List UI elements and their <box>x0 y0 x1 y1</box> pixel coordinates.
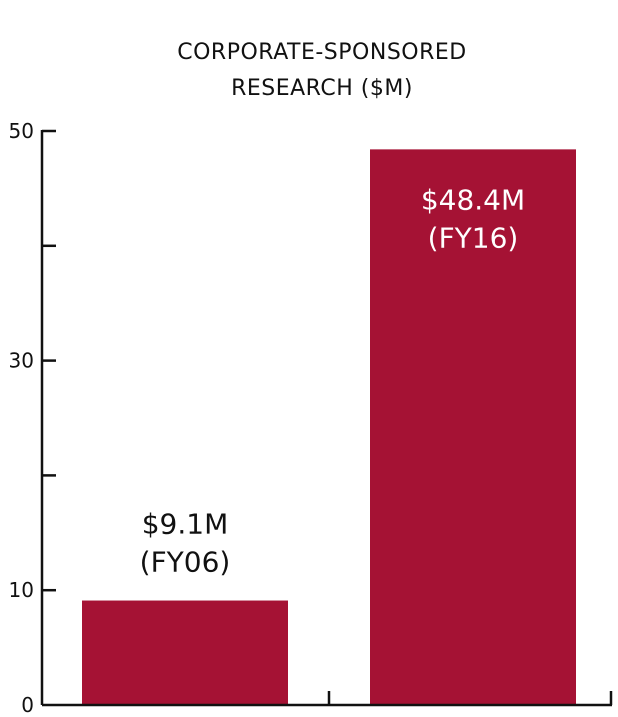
data-label-year: (FY16) <box>428 221 519 254</box>
y-tick-label: 50 <box>9 119 34 143</box>
data-label-value: $9.1M <box>142 508 229 541</box>
y-tick-label: 0 <box>21 693 34 717</box>
chart-title-line-1: CORPORATE-SPONSORED <box>177 40 466 65</box>
bars <box>82 149 576 706</box>
y-tick-label: 30 <box>9 349 34 373</box>
chart-title-line-2: RESEARCH ($M) <box>231 76 413 101</box>
data-label-year: (FY06) <box>140 546 231 579</box>
chart-title: CORPORATE-SPONSORED RESEARCH ($M) <box>177 40 466 101</box>
bar-fy16 <box>370 149 576 706</box>
y-tick-label: 10 <box>9 578 34 602</box>
bar-fy06 <box>82 600 288 705</box>
x-axis <box>42 691 613 707</box>
data-label-value: $48.4M <box>421 183 525 216</box>
y-axis: 0 10 30 50 <box>9 119 56 717</box>
data-labels: $9.1M (FY06) $48.4M (FY16) <box>140 183 526 578</box>
